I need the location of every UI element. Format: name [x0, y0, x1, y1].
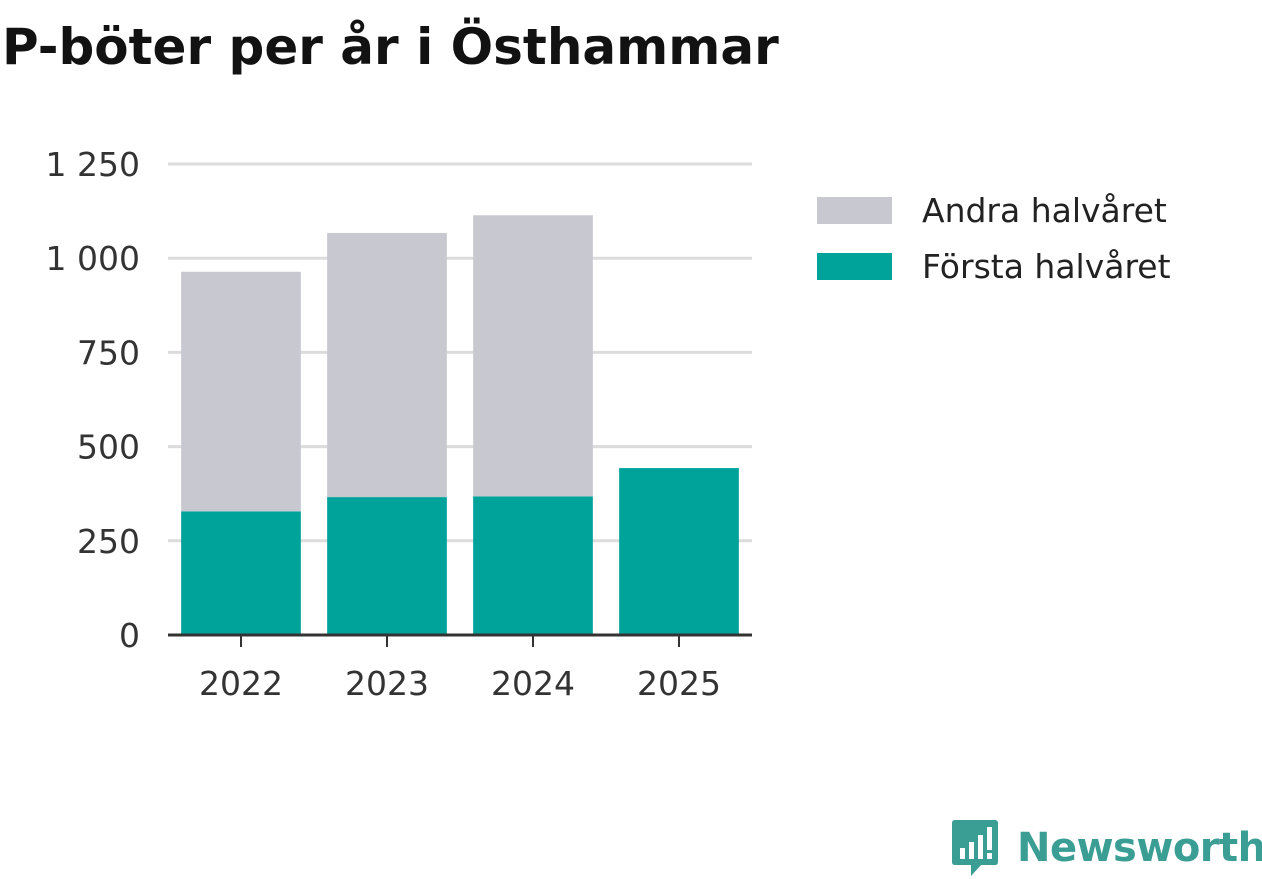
legend-item-andra-halvaret: Andra halvåret: [817, 190, 1171, 230]
bar-forsta-halvaret-2024: [473, 496, 593, 635]
y-axis-tick-labels: 0 250 500 750 1 000 1 250: [46, 145, 140, 655]
y-tick-label: 1 250: [46, 145, 140, 184]
legend-swatch-forsta-halvaret: [817, 252, 892, 280]
bar-forsta-halvaret-2025: [619, 468, 739, 635]
bar-andra-halvaret-2024: [473, 215, 593, 497]
legend-item-forsta-halvaret: Första halvåret: [817, 246, 1171, 286]
x-tick-label: 2025: [637, 664, 721, 703]
legend: Andra halvåret Första halvåret: [817, 190, 1171, 302]
bar-andra-halvaret-2023: [327, 232, 447, 498]
y-tick-label: 500: [77, 428, 140, 467]
legend-label-forsta-halvaret: Första halvåret: [922, 246, 1171, 286]
x-axis-tick-labels: 2022 2023 2024 2025: [199, 664, 721, 703]
legend-swatch-andra-halvaret: [817, 196, 892, 224]
bar-andra-halvaret-2022: [181, 271, 301, 512]
bars: [181, 215, 739, 635]
newsworthy-logo-icon: [952, 820, 998, 876]
y-tick-label: 750: [77, 333, 140, 372]
x-axis: [168, 633, 752, 647]
y-tick-label: 1 000: [46, 239, 140, 278]
bar-forsta-halvaret-2022: [181, 511, 301, 635]
y-tick-label: 250: [77, 522, 140, 561]
x-tick-label: 2022: [199, 664, 283, 703]
x-tick-label: 2024: [491, 664, 575, 703]
y-tick-label: 0: [119, 616, 140, 655]
brand: Newsworthy: [951, 818, 1262, 878]
x-tick-label: 2023: [345, 664, 429, 703]
brand-name: Newsworthy: [1017, 825, 1262, 871]
chart-title: P-böter per år i Östhammar: [2, 18, 779, 76]
legend-label-andra-halvaret: Andra halvåret: [922, 190, 1167, 230]
bar-forsta-halvaret-2023: [327, 497, 447, 635]
